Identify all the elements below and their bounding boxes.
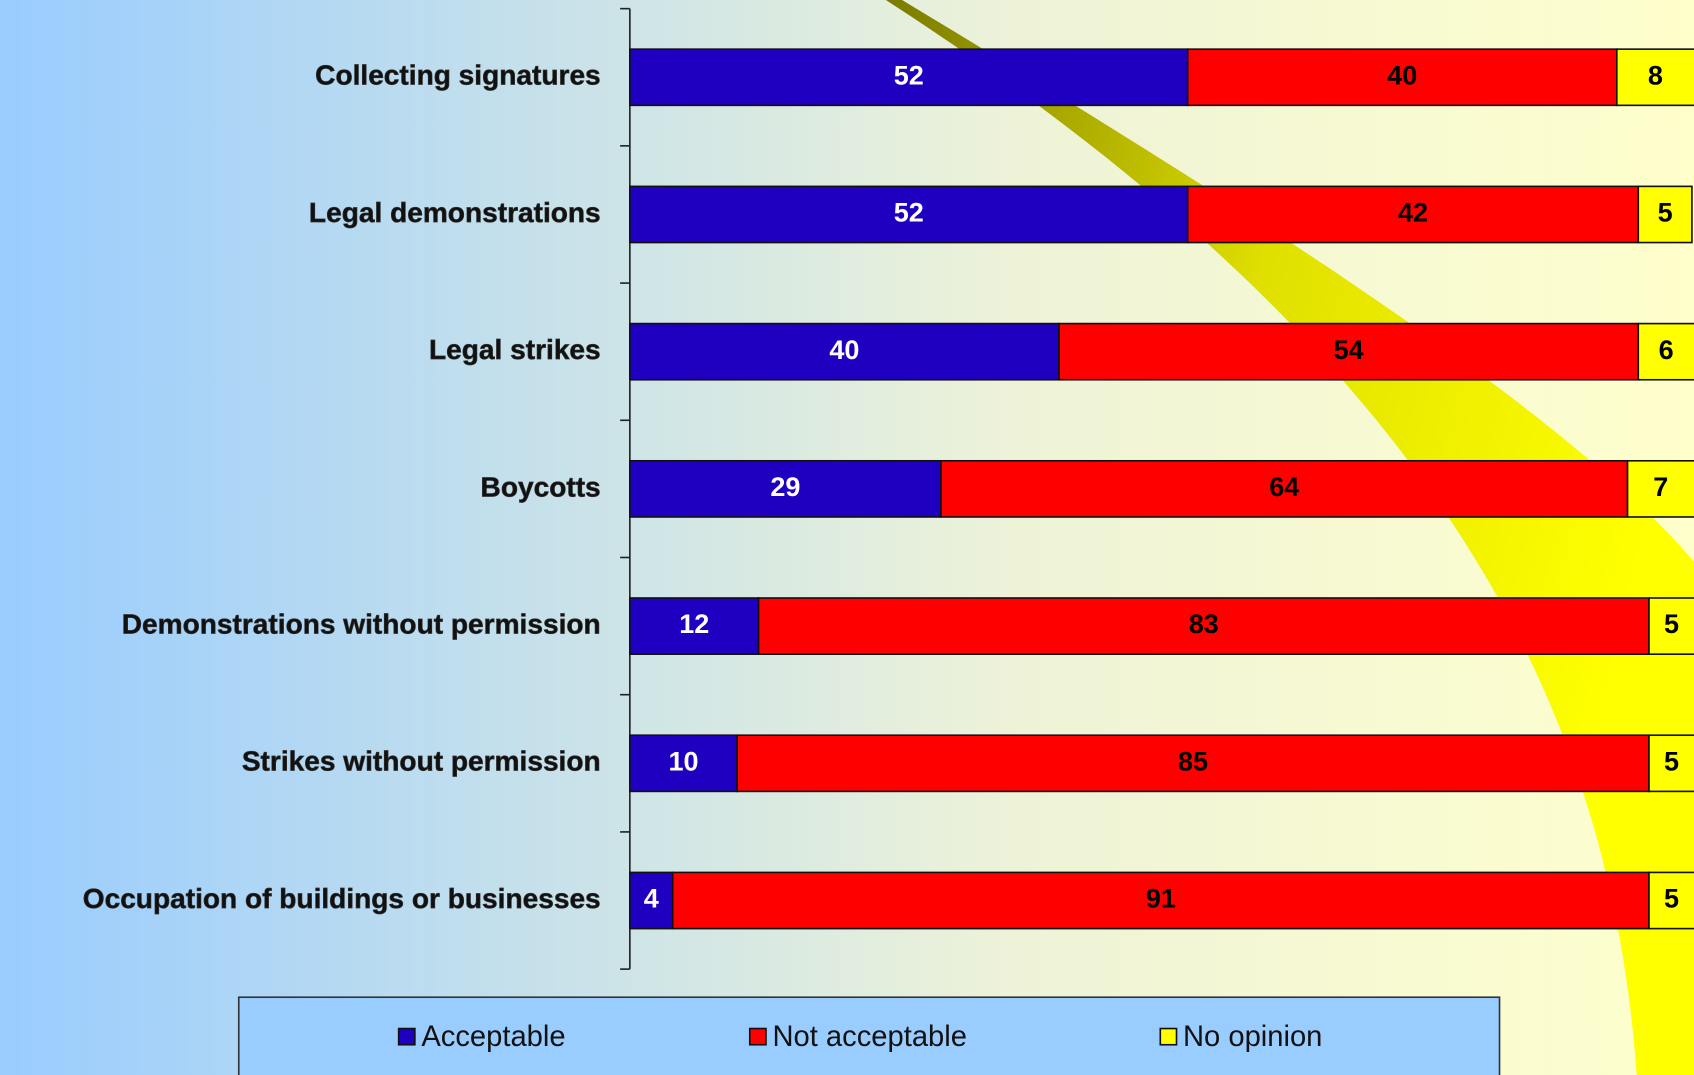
data-label: 29 — [770, 472, 800, 502]
data-label: 8 — [1648, 60, 1663, 90]
data-label: 83 — [1189, 609, 1219, 639]
data-label: 91 — [1146, 884, 1176, 914]
bar-segment — [1648, 597, 1694, 655]
bar-segment — [671, 871, 1650, 930]
legend-swatch — [748, 1027, 767, 1046]
category-label: Legal strikes — [429, 334, 601, 365]
legend-box — [237, 996, 1501, 1075]
category-label: Strikes without permission — [242, 746, 601, 777]
bar-segment — [1648, 734, 1694, 793]
bar-segment — [1186, 48, 1618, 107]
data-label: 85 — [1178, 746, 1208, 776]
category-label: Legal demonstrations — [309, 197, 601, 228]
bar-segment — [736, 734, 1650, 793]
bar-segment — [629, 322, 1060, 381]
bar-segment — [629, 185, 1189, 244]
bar-segment — [1058, 322, 1640, 381]
data-label: 5 — [1664, 746, 1679, 776]
data-label: 52 — [894, 198, 924, 228]
bar-segment — [629, 734, 738, 793]
bar-segment — [1637, 185, 1693, 244]
data-label: 5 — [1658, 198, 1673, 228]
data-label: 42 — [1398, 198, 1428, 228]
bar-segment — [629, 597, 760, 655]
data-label: 52 — [894, 60, 924, 90]
data-label: 10 — [668, 746, 698, 776]
data-label: 7 — [1653, 472, 1668, 502]
category-label: Occupation of buildings or businesses — [83, 883, 601, 914]
data-label: 40 — [1387, 60, 1417, 90]
bar-segment — [1616, 48, 1694, 107]
bar-segment — [1186, 185, 1640, 244]
legend-label: Acceptable — [421, 1021, 565, 1053]
bar-segment — [757, 597, 1650, 655]
data-label: 54 — [1334, 335, 1364, 365]
category-label: Boycotts — [481, 471, 601, 502]
bar-segment — [940, 459, 1629, 518]
data-label: 64 — [1269, 472, 1299, 502]
legend-swatch — [1159, 1027, 1178, 1046]
category-label: Demonstrations without permission — [122, 609, 601, 640]
data-label: 40 — [829, 335, 859, 365]
data-label: 4 — [644, 884, 659, 914]
bar-segment — [629, 459, 942, 518]
data-label: 6 — [1659, 335, 1674, 365]
bar-segment — [1637, 322, 1694, 381]
legend-label: Not acceptable — [772, 1021, 966, 1053]
legend-swatch — [397, 1027, 416, 1046]
decor-swoosh — [885, 0, 1694, 1075]
data-label: 5 — [1664, 609, 1679, 639]
plot: Collecting signatures 52 40 8 Legal demonstr… — [82, 7, 1694, 970]
data-label: 12 — [679, 609, 709, 639]
bar-segment — [1626, 459, 1694, 518]
data-label: 5 — [1664, 884, 1679, 914]
legend: Acceptable Not acceptable No opinion — [397, 1021, 1322, 1053]
category-label: Collecting signatures — [315, 60, 601, 91]
legend-label: No opinion — [1183, 1021, 1322, 1053]
bar-segment — [1648, 871, 1694, 930]
